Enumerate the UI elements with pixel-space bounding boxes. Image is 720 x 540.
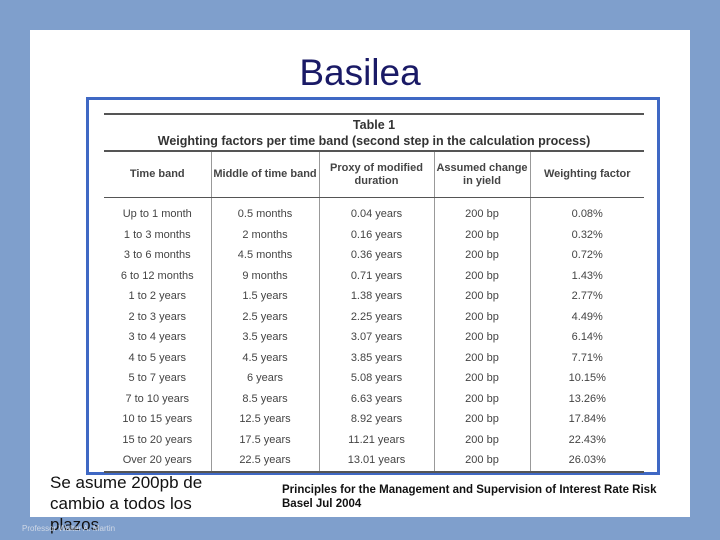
table-row: 4 to 5 years 4.5 years 3.85 years 200 bp 7.7… (104, 347, 644, 368)
header-weighting-factor: Weighting factor (529, 152, 644, 198)
cell-middle-of-band: 4.5 years (210, 347, 319, 368)
weighting-factors-table: Time band Middle of time band Proxy of m… (104, 152, 644, 473)
cell-yield-change: 200 bp (433, 450, 530, 473)
cell-time-band: Up to 1 month (122, 208, 192, 221)
cell-yield-change: 200 bp (433, 197, 530, 225)
cell-modified-duration: 8.92 years (318, 409, 434, 430)
cell-weighting-factor: 1.43% (529, 265, 644, 286)
cell-modified-duration: 0.04 years (318, 197, 434, 225)
cell-time-band: 2 to 3 years (128, 310, 186, 323)
cell-middle-of-band: 17.5 years (210, 429, 319, 450)
cell-weighting-factor: 0.72% (529, 245, 644, 266)
assumption-note: Se asume 200pb de cambio a todos los pla… (50, 473, 203, 534)
cell-middle-of-band: 8.5 years (210, 388, 319, 409)
cell-modified-duration: 0.16 years (318, 224, 434, 245)
table-row: Up to 1 month 0.5 months 0.04 years 200 bp 0… (104, 197, 644, 225)
table-row: 1 to 3 months 2 months 0.16 years 200 bp 0.3… (104, 224, 644, 245)
cell-middle-of-band: 3.5 years (210, 327, 319, 348)
cell-modified-duration: 5.08 years (318, 368, 434, 389)
footer-author: Professor Walter A. Martin (22, 524, 116, 533)
cell-time-band: Over 20 years (104, 450, 211, 473)
cell-time-band: 3 to 4 years (128, 331, 186, 344)
cell-modified-duration: 11.21 years (318, 429, 434, 450)
cell-time-band: 1 to 2 years (128, 290, 186, 303)
cell-time-band: 6 to 12 months (120, 269, 194, 282)
cell-weighting-factor: 13.26% (529, 388, 644, 409)
table-body: Up to 1 month 0.5 months 0.04 years 200 bp 0… (104, 197, 644, 473)
cell-yield-change: 200 bp (433, 265, 530, 286)
cell-yield-change: 200 bp (433, 224, 530, 245)
cell-yield-change: 200 bp (433, 429, 530, 450)
cell-yield-change: 200 bp (433, 306, 530, 327)
cell-modified-duration: 3.85 years (318, 347, 434, 368)
cell-weighting-factor: 17.84% (529, 409, 644, 430)
cell-modified-duration: 0.36 years (318, 245, 434, 266)
cell-middle-of-band: 12.5 years (210, 409, 319, 430)
cell-yield-change: 200 bp (433, 368, 530, 389)
header-time-band: Time band (104, 152, 211, 198)
cell-middle-of-band: 0.5 months (210, 197, 319, 225)
cell-weighting-factor: 0.32% (529, 224, 644, 245)
cell-weighting-factor: 2.77% (529, 286, 644, 307)
cell-modified-duration: 6.63 years (318, 388, 434, 409)
cell-modified-duration: 3.07 years (318, 327, 434, 348)
cell-middle-of-band: 9 months (210, 265, 319, 286)
table-row: 2 to 3 years 2.5 years 2.25 years 200 bp 4.4… (104, 306, 644, 327)
header-middle-of-time-band: Middle of time band (210, 152, 319, 198)
cell-modified-duration: 0.71 years (318, 265, 434, 286)
table-row: 1 to 2 years 1.5 years 1.38 years 200 bp 2.7… (104, 286, 644, 307)
cell-yield-change: 200 bp (433, 245, 530, 266)
header-assumed-change-in-yield: Assumed change in yield (433, 152, 530, 198)
cell-time-band: 4 to 5 years (128, 351, 186, 364)
cell-middle-of-band: 22.5 years (210, 450, 319, 473)
cell-modified-duration: 13.01 years (318, 450, 434, 473)
cell-time-band: 3 to 6 months (123, 249, 191, 262)
weighting-table-container: Table 1 Weighting factors per time band … (104, 113, 644, 473)
table-row: 6 to 12 months 9 months 0.71 years 200 bp 1.… (104, 265, 644, 286)
table-row: 15 to 20 years 17.5 years 11.21 years 200 b… (104, 429, 644, 450)
table-header-row: Time band Middle of time band Proxy of m… (104, 152, 644, 198)
cell-weighting-factor: 10.15% (529, 368, 644, 389)
cell-middle-of-band: 2 months (210, 224, 319, 245)
cell-yield-change: 200 bp (433, 347, 530, 368)
cell-weighting-factor: 26.03% (529, 450, 644, 473)
cell-weighting-factor: 6.14% (529, 327, 644, 348)
cell-middle-of-band: 6 years (210, 368, 319, 389)
cell-middle-of-band: 4.5 months (210, 245, 319, 266)
table-row: 10 to 15 years 12.5 years 8.92 years 200 bp… (104, 409, 644, 430)
cell-time-band: 15 to 20 years (122, 433, 193, 446)
cell-weighting-factor: 7.71% (529, 347, 644, 368)
cell-yield-change: 200 bp (433, 388, 530, 409)
table-caption-number: Table 1 (104, 113, 644, 133)
table-row: 3 to 4 years 3.5 years 3.07 years 200 bp 6.1… (104, 327, 644, 348)
cell-middle-of-band: 1.5 years (210, 286, 319, 307)
cell-time-band: 7 to 10 years (125, 392, 190, 405)
cell-modified-duration: 2.25 years (318, 306, 434, 327)
cell-yield-change: 200 bp (433, 286, 530, 307)
cell-yield-change: 200 bp (433, 327, 530, 348)
cell-time-band: 10 to 15 years (122, 413, 193, 426)
table-caption-title: Weighting factors per time band (second … (104, 133, 644, 152)
cell-middle-of-band: 2.5 years (210, 306, 319, 327)
table-row: 7 to 10 years 8.5 years 6.63 years 200 bp 13… (104, 388, 644, 409)
slide-title: Basilea (299, 52, 421, 93)
cell-weighting-factor: 0.08% (529, 197, 644, 225)
cell-time-band: 5 to 7 years (128, 372, 186, 385)
cell-weighting-factor: 22.43% (529, 429, 644, 450)
table-row: 5 to 7 years 6 years 5.08 years 200 bp 10.15… (104, 368, 644, 389)
source-citation: Principles for the Management and Superv… (282, 484, 657, 510)
cell-time-band: 1 to 3 months (123, 228, 191, 241)
cell-weighting-factor: 4.49% (529, 306, 644, 327)
cell-yield-change: 200 bp (433, 409, 530, 430)
header-proxy-modified-duration: Proxy of modified duration (318, 152, 434, 198)
table-row: 3 to 6 months 4.5 months 0.36 years 200 bp 0… (104, 245, 644, 266)
cell-modified-duration: 1.38 years (318, 286, 434, 307)
table-row: Over 20 years 22.5 years 13.01 years 200 bp… (104, 450, 644, 473)
